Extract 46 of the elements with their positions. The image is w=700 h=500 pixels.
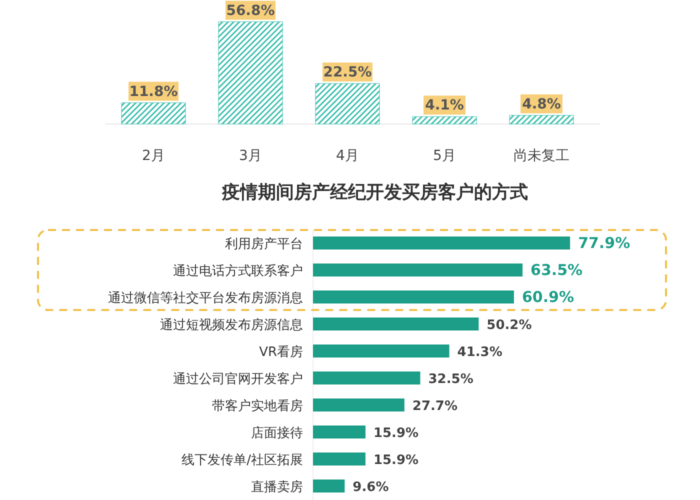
bar (509, 115, 574, 124)
y-tick-label: 通过短视频发布房源信息 (160, 317, 303, 333)
data-label: 22.5% (323, 64, 372, 80)
data-label: 11.8% (129, 84, 178, 100)
data-label: 4.1% (425, 98, 464, 114)
bar (313, 344, 450, 358)
data-label: 4.8% (522, 96, 561, 112)
data-label: 41.3% (457, 345, 502, 360)
x-tick-label: 5月 (433, 148, 456, 164)
bar (313, 290, 514, 304)
bar (218, 22, 283, 124)
x-tick-label: 尚未复工 (514, 148, 570, 164)
data-label: 15.9% (373, 426, 419, 441)
data-label: 50.2% (486, 318, 532, 333)
bar (315, 83, 380, 124)
bar (313, 398, 404, 412)
x-tick-label: 2月 (142, 148, 165, 164)
x-tick-label: 3月 (239, 148, 262, 164)
y-tick-label: 线下发传单/社区拓展 (182, 453, 303, 468)
y-tick-label: 通过电话方式联系客户 (173, 263, 303, 279)
data-label: 15.9% (373, 453, 419, 468)
data-label: 27.7% (412, 399, 458, 414)
y-tick-label: 通过公司官网开发客户 (173, 371, 303, 387)
data-label: 56.8% (226, 2, 275, 19)
bar (412, 116, 477, 124)
data-label: 60.9% (522, 288, 574, 306)
y-tick-label: VR看房 (259, 344, 303, 360)
bar (313, 426, 366, 438)
x-tick-label: 4月 (336, 148, 359, 164)
bar (313, 264, 523, 276)
bar (313, 372, 420, 384)
data-label: 77.9% (578, 234, 630, 252)
y-tick-label: 带客户实地看房 (212, 398, 303, 414)
data-label: 32.5% (428, 372, 474, 387)
y-tick-label: 直播卖房 (251, 479, 303, 495)
bar (313, 480, 345, 492)
chart-title: 疫情期间房产经纪开发买房客户的方式 (221, 182, 528, 203)
y-tick-label: 通过微信等社交平台发布房源消息 (108, 290, 303, 306)
y-tick-label: 店面接待 (251, 425, 303, 441)
bar (313, 318, 479, 330)
bar (313, 236, 570, 250)
data-label: 9.6% (352, 480, 389, 495)
bar (313, 452, 366, 466)
y-tick-label: 利用房产平台 (225, 236, 303, 252)
bar (121, 102, 186, 124)
data-label: 63.5% (530, 261, 583, 279)
